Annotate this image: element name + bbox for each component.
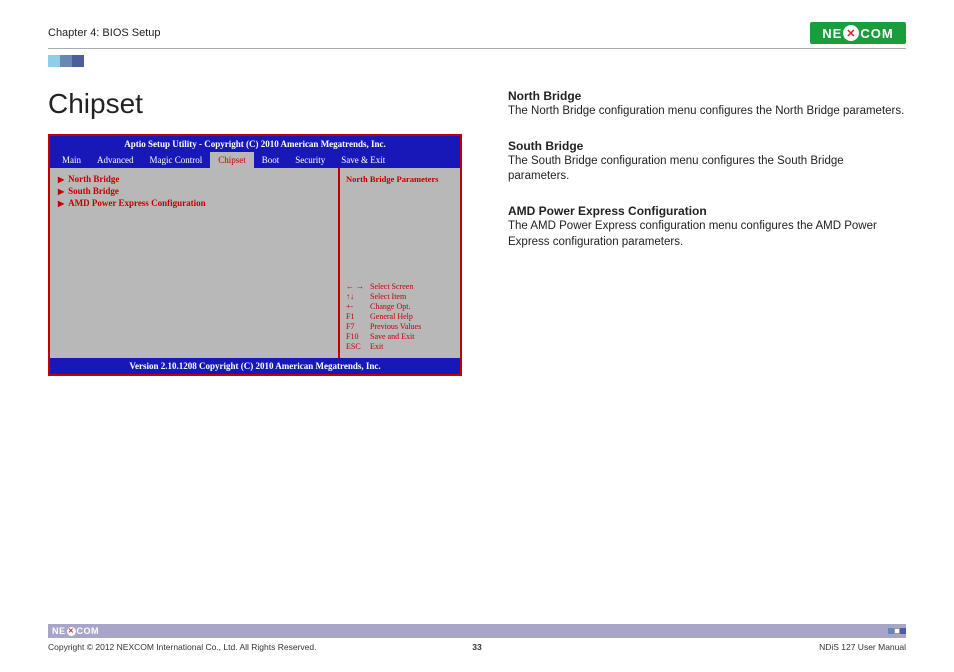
bios-key-row: F10Save and Exit <box>346 332 454 342</box>
description-heading: AMD Power Express Configuration <box>508 203 906 219</box>
square-1 <box>48 55 60 67</box>
header-rule <box>48 48 906 49</box>
square-3 <box>72 55 84 67</box>
bios-item: ▶South Bridge <box>58 186 330 196</box>
bios-help-panel: North Bridge Parameters ← →Select Screen… <box>340 168 460 358</box>
description-block: North BridgeThe North Bridge configurati… <box>508 88 906 120</box>
footer-dots <box>888 628 906 634</box>
bios-screenshot: Aptio Setup Utility - Copyright (C) 2010… <box>48 134 462 376</box>
description-heading: South Bridge <box>508 138 906 154</box>
bios-tab-save-&-exit: Save & Exit <box>333 152 393 168</box>
bios-tab-main: Main <box>54 152 89 168</box>
dot-3 <box>900 628 906 634</box>
bios-key-row: ↑↓Select Item <box>346 292 454 302</box>
description-text: The North Bridge configuration menu conf… <box>508 104 906 120</box>
header-squares <box>48 55 84 67</box>
footer-doc: NDiS 127 User Manual <box>819 642 906 652</box>
bios-menu-panel: ▶North Bridge ▶South Bridge ▶AMD Power Exp… <box>50 168 340 358</box>
triangle-icon: ▶ <box>58 187 64 196</box>
description-column: North BridgeThe North Bridge configurati… <box>508 88 906 376</box>
bios-item: ▶North Bridge <box>58 174 330 184</box>
bios-item: ▶AMD Power Express Configuration <box>58 198 330 208</box>
bios-footer-bar: Version 2.10.1208 Copyright (C) 2010 Ame… <box>50 358 460 374</box>
description-block: AMD Power Express ConfigurationThe AMD P… <box>508 203 906 250</box>
triangle-icon: ▶ <box>58 175 64 184</box>
bios-tab-chipset: Chipset <box>210 152 254 168</box>
description-text: The AMD Power Express configuration menu… <box>508 219 906 250</box>
bios-tab-boot: Boot <box>254 152 288 168</box>
description-heading: North Bridge <box>508 88 906 104</box>
logo-x-icon-small: ✕ <box>67 627 76 636</box>
page-number: 33 <box>472 642 481 652</box>
bios-key-row: F1General Help <box>346 312 454 322</box>
bios-tab-security: Security <box>287 152 333 168</box>
square-2 <box>60 55 72 67</box>
section-title: Chipset <box>48 88 478 120</box>
logo-right: COM <box>860 26 893 41</box>
bios-tab-advanced: Advanced <box>89 152 141 168</box>
nexcom-logo-small: NE ✕ COM <box>52 626 99 636</box>
bios-key-row: ESCExit <box>346 342 454 352</box>
chapter-label: Chapter 4: BIOS Setup <box>48 27 161 39</box>
bios-key-row: +-Change Opt. <box>346 302 454 312</box>
bios-tab-magic-control: Magic Control <box>141 152 210 168</box>
bios-key-row: F7Previous Values <box>346 322 454 332</box>
description-block: South BridgeThe South Bridge configurati… <box>508 138 906 185</box>
triangle-icon: ▶ <box>58 199 64 208</box>
bios-title-bar: Aptio Setup Utility - Copyright (C) 2010… <box>50 136 460 152</box>
logo-left: NE <box>822 26 842 41</box>
footer-bar: NE ✕ COM <box>48 624 906 638</box>
logo-x-icon: ✕ <box>843 25 859 41</box>
bios-tab-bar: MainAdvancedMagic ControlChipsetBootSecu… <box>50 152 460 168</box>
bios-key-row: ← →Select Screen <box>346 282 454 292</box>
description-text: The South Bridge configuration menu conf… <box>508 154 906 185</box>
bios-key-legend: ← →Select Screen↑↓Select Item+-Change Op… <box>346 282 454 352</box>
bios-hint: North Bridge Parameters <box>346 174 454 184</box>
nexcom-logo: NE ✕ COM <box>810 22 906 44</box>
footer-copyright: Copyright © 2012 NEXCOM International Co… <box>48 642 316 652</box>
